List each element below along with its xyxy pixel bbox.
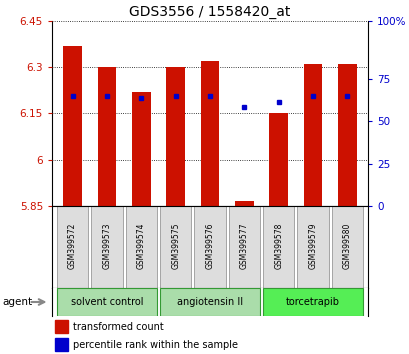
Bar	[160, 288, 259, 316]
Text: transformed count: transformed count	[72, 322, 163, 332]
Bar	[63, 46, 82, 206]
Text: GSM399580: GSM399580	[342, 222, 351, 269]
Text: percentile rank within the sample: percentile rank within the sample	[72, 339, 237, 349]
Text: solvent control: solvent control	[70, 297, 143, 307]
Text: torcetrapib: torcetrapib	[285, 297, 339, 307]
Bar	[269, 114, 288, 206]
Text: agent: agent	[2, 297, 32, 307]
Title: GDS3556 / 1558420_at: GDS3556 / 1558420_at	[129, 5, 290, 19]
Bar	[57, 206, 88, 288]
Text: GSM399579: GSM399579	[308, 222, 317, 269]
Text: angiotensin II: angiotensin II	[177, 297, 243, 307]
Bar	[57, 288, 157, 316]
Bar	[55, 338, 67, 351]
Text: GSM399573: GSM399573	[102, 222, 111, 269]
Bar	[132, 92, 151, 206]
Text: GSM399577: GSM399577	[239, 222, 248, 269]
Bar	[55, 320, 67, 333]
Bar	[331, 206, 362, 288]
Bar	[166, 67, 184, 206]
Text: GSM399572: GSM399572	[68, 222, 77, 269]
Bar	[297, 206, 328, 288]
Bar	[126, 206, 157, 288]
Bar	[97, 67, 116, 206]
Bar	[228, 206, 259, 288]
Bar	[194, 206, 225, 288]
Bar	[160, 206, 191, 288]
Text: GSM399574: GSM399574	[137, 222, 146, 269]
Bar	[337, 64, 356, 206]
Bar	[91, 206, 122, 288]
Text: GSM399575: GSM399575	[171, 222, 180, 269]
Bar	[303, 64, 322, 206]
Bar	[263, 288, 362, 316]
Text: GSM399576: GSM399576	[205, 222, 214, 269]
Bar	[200, 61, 219, 206]
Bar	[263, 206, 294, 288]
Text: GSM399578: GSM399578	[274, 222, 283, 269]
Bar	[234, 201, 253, 206]
